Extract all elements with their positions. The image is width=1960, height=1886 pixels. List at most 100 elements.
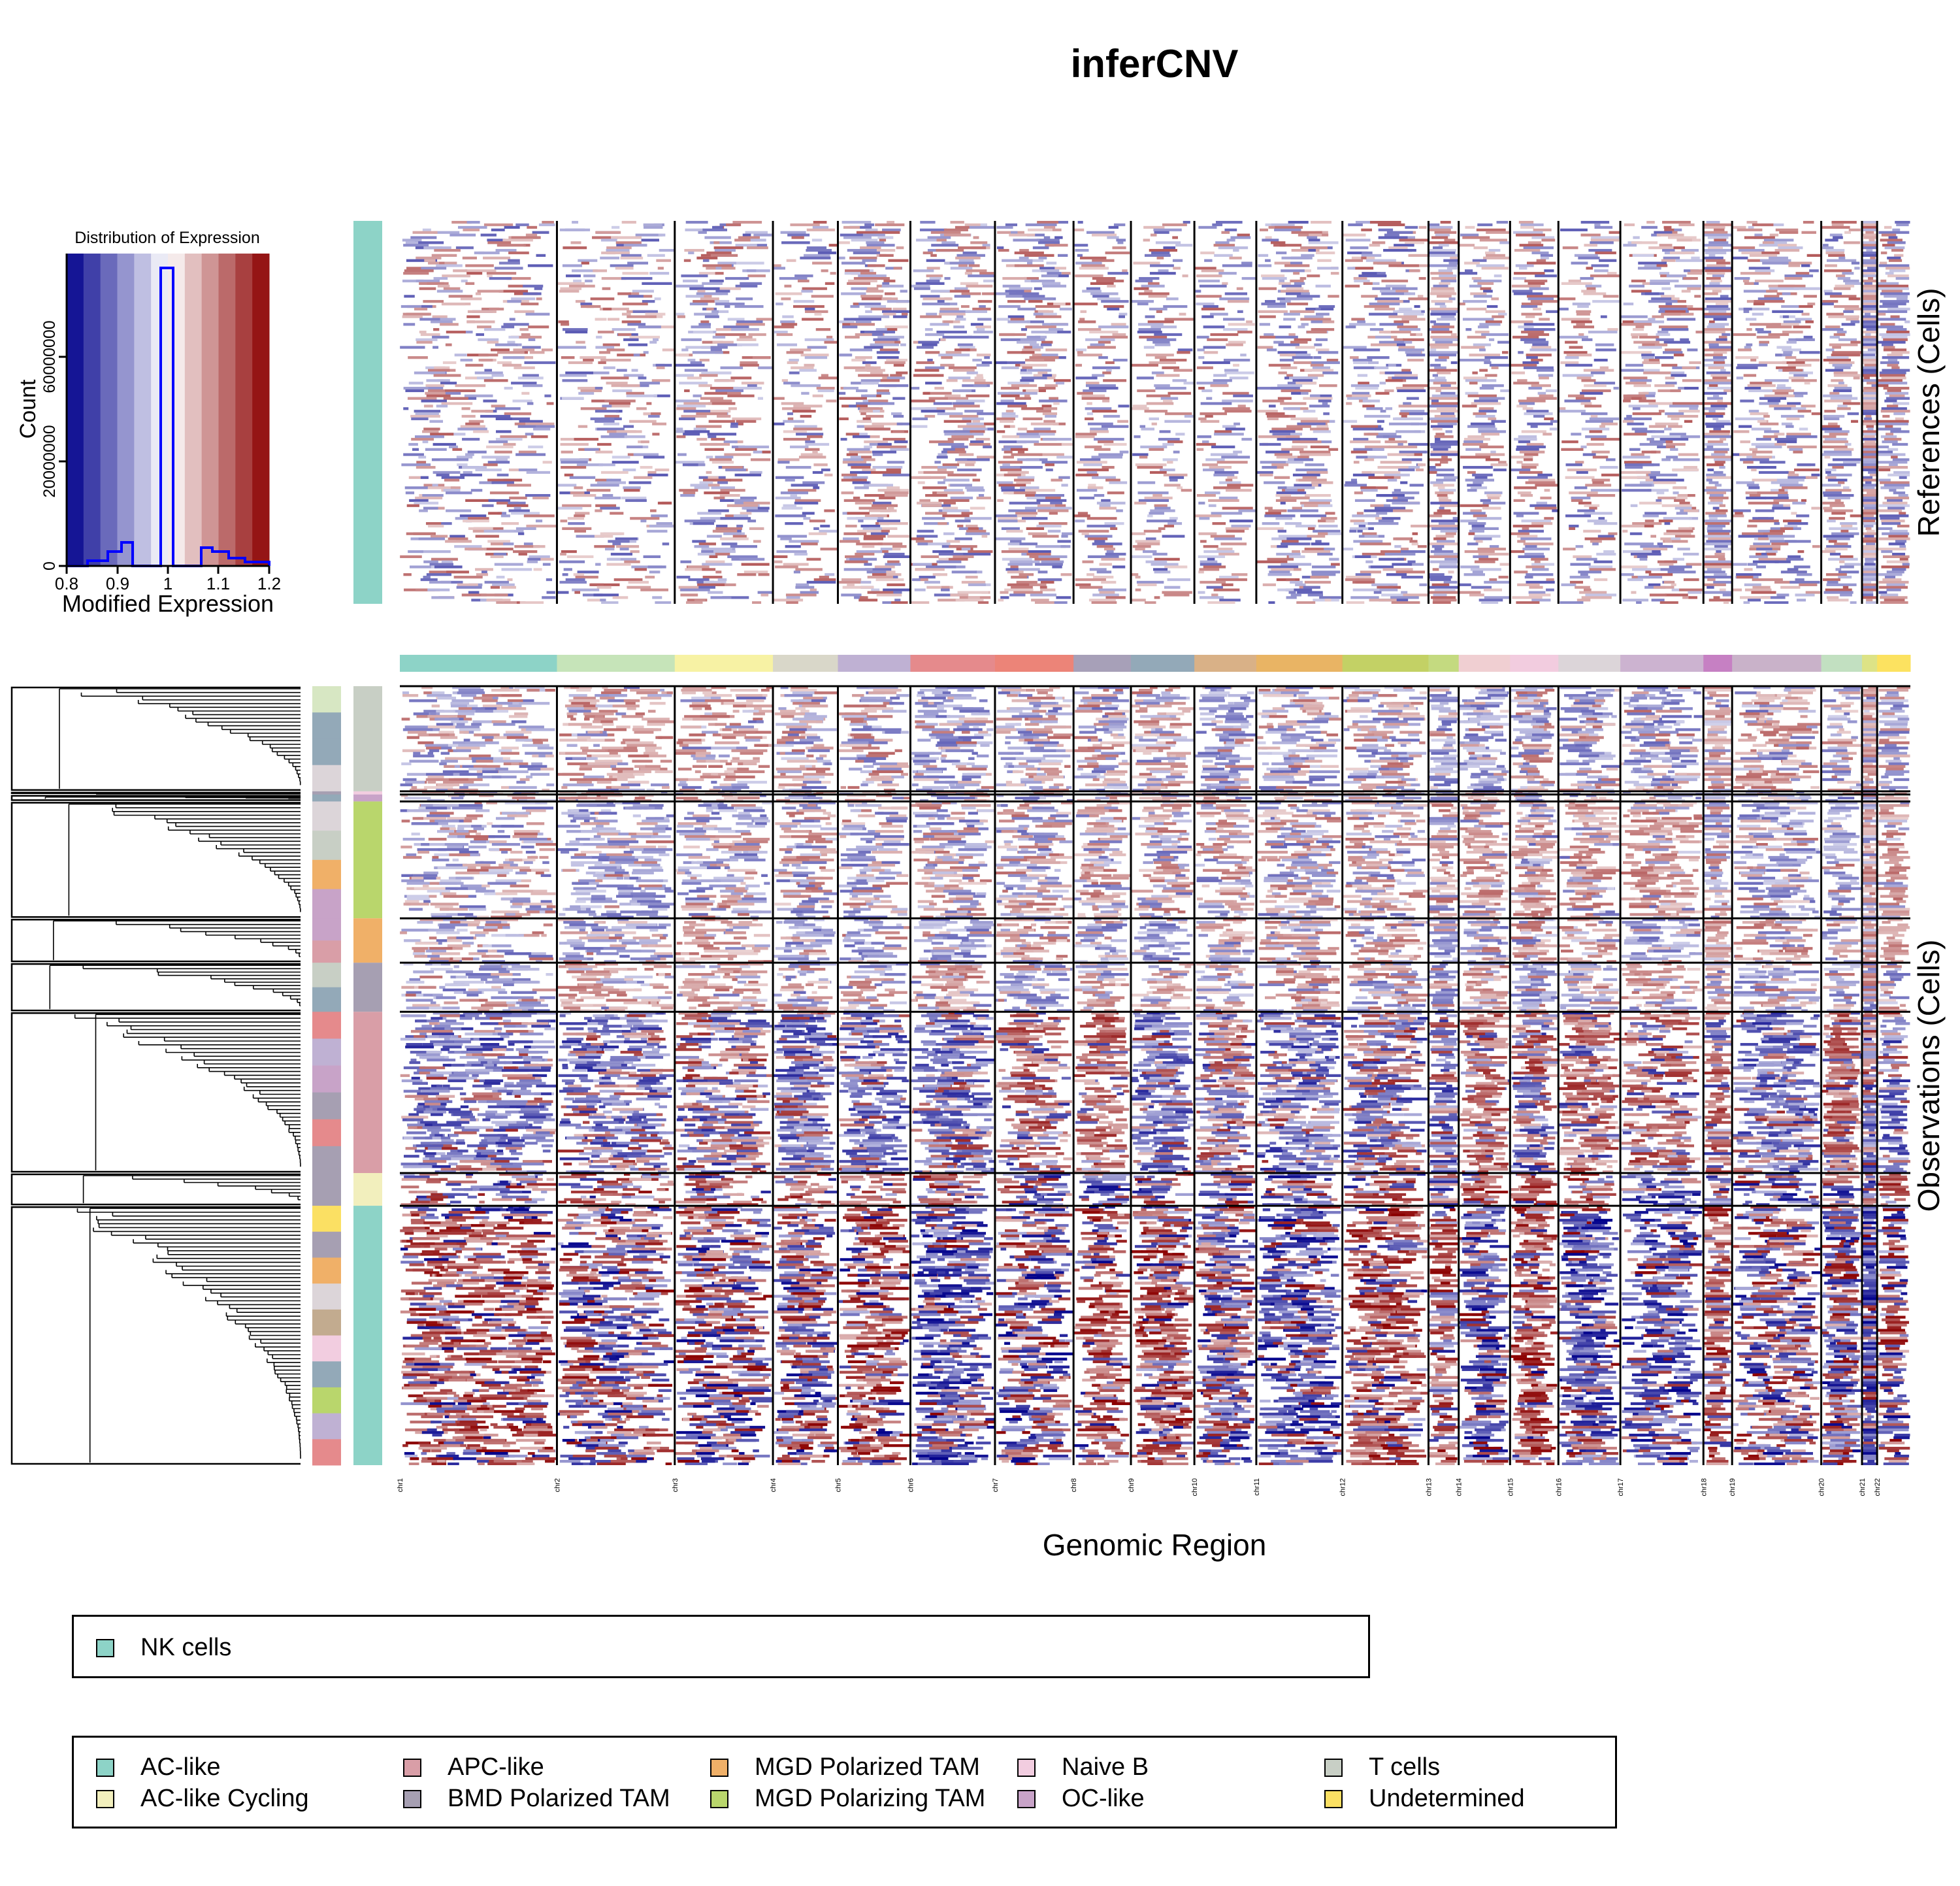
- heatmap-cell: [1353, 276, 1367, 280]
- heatmap-cell: [1705, 259, 1725, 262]
- heatmap-cell: [1092, 593, 1119, 597]
- heatmap-cell: [684, 520, 716, 523]
- heatmap-cell: [859, 596, 868, 599]
- heatmap-cell: [725, 514, 740, 518]
- heatmap-cell: [1275, 251, 1287, 255]
- heatmap-cell: [1060, 573, 1072, 576]
- heatmap-cell: [1862, 410, 1878, 413]
- heatmap-cell: [881, 284, 904, 288]
- heatmap-cell: [1279, 300, 1291, 303]
- heatmap-cell: [1745, 491, 1761, 495]
- heatmap-cell: [465, 453, 474, 456]
- heatmap-cell: [941, 586, 950, 589]
- heatmap-cell: [1429, 514, 1443, 518]
- heatmap-cell: [1323, 412, 1330, 416]
- heatmap-cell: [1303, 397, 1333, 400]
- heatmap-cell: [1208, 499, 1239, 503]
- heatmap-cell: [1088, 599, 1116, 602]
- heatmap-cell: [1561, 440, 1578, 444]
- heatmap-cell: [504, 412, 532, 416]
- heatmap-cell: [1317, 520, 1334, 523]
- heatmap-cell: [702, 478, 732, 482]
- heatmap-cell: [1519, 244, 1544, 247]
- heatmap-cell: [1169, 478, 1178, 482]
- heatmap-cell: [1438, 269, 1452, 273]
- heatmap-cell: [1381, 517, 1401, 520]
- heatmap-cell: [1477, 282, 1494, 285]
- heatmap-cell: [1662, 248, 1675, 252]
- heatmap-cell: [962, 417, 984, 421]
- heatmap-cell: [1473, 295, 1492, 298]
- heatmap-cell: [1281, 366, 1298, 369]
- heatmap-cell: [1888, 259, 1903, 262]
- heatmap-cell: [1540, 496, 1552, 500]
- heatmap-cell: [998, 599, 1004, 602]
- heatmap-cell: [1280, 496, 1310, 500]
- heatmap-cell: [1742, 279, 1750, 283]
- heatmap-cell: [1122, 269, 1128, 273]
- heatmap-cell: [470, 489, 483, 492]
- heatmap-cell: [1041, 269, 1060, 273]
- heatmap-cell: [1776, 346, 1792, 349]
- heatmap-cell: [860, 295, 880, 298]
- heatmap-cell: [656, 259, 672, 262]
- heatmap-cell: [749, 527, 764, 531]
- heatmap-cell: [608, 318, 620, 321]
- histogram-color-bands: [67, 254, 270, 566]
- heatmap-cell: [574, 512, 590, 515]
- heatmap-cell: [710, 596, 732, 599]
- heatmap-cell: [1595, 251, 1616, 255]
- heatmap-cell: [1498, 312, 1507, 316]
- heatmap-cell: [998, 305, 1021, 308]
- heatmap-cell: [1667, 571, 1696, 574]
- heatmap-cell: [1707, 386, 1732, 390]
- heatmap-cell: [860, 524, 881, 528]
- heatmap-cell: [1574, 254, 1598, 257]
- heatmap-cell: [642, 300, 655, 303]
- heatmap-cell: [942, 335, 973, 339]
- heatmap-cell: [693, 427, 707, 431]
- heatmap-cell: [1526, 356, 1538, 359]
- heatmap-cell: [1271, 223, 1295, 227]
- heatmap-cell: [1862, 297, 1878, 301]
- heatmap-cell: [1154, 504, 1168, 507]
- heatmap-cell: [1720, 369, 1726, 372]
- heatmap-cell: [870, 532, 889, 535]
- heatmap-cell: [1755, 509, 1774, 512]
- heatmap-cell: [1463, 300, 1487, 303]
- heatmap-cell: [1034, 557, 1060, 561]
- heatmap-cell: [681, 338, 702, 341]
- heatmap-cell: [1364, 433, 1379, 436]
- heatmap-cell: [1074, 244, 1088, 247]
- heatmap-cell: [430, 433, 454, 436]
- heatmap-cell: [1287, 303, 1309, 306]
- heatmap-cell: [720, 537, 749, 540]
- heatmap-cell: [1106, 369, 1112, 372]
- heatmap-cell: [1102, 466, 1115, 469]
- heatmap-cell: [1878, 504, 1910, 507]
- heatmap-cell: [1042, 323, 1069, 326]
- heatmap-cell: [1572, 303, 1591, 306]
- heatmap-cell: [1523, 542, 1554, 546]
- heatmap-cell: [612, 461, 639, 464]
- heatmap-cell: [1049, 512, 1058, 515]
- heatmap-cell: [725, 276, 747, 280]
- heatmap-cell: [1077, 489, 1098, 492]
- heatmap-cell: [436, 405, 448, 408]
- heatmap-cell: [1028, 532, 1047, 535]
- heatmap-cell: [572, 269, 598, 273]
- heatmap-cell: [1381, 593, 1407, 597]
- heatmap-cell: [936, 455, 948, 459]
- heatmap-cell: [982, 292, 995, 295]
- heatmap-cell: [1435, 233, 1450, 237]
- heatmap-cell: [1004, 445, 1023, 448]
- heatmap-cell: [1823, 358, 1851, 362]
- heatmap-cell: [1460, 520, 1478, 523]
- heatmap-cell: [476, 573, 489, 576]
- heatmap-cell: [825, 282, 835, 285]
- heatmap-cell: [1354, 521, 1376, 525]
- heatmap-cell: [1438, 244, 1449, 247]
- heatmap-cell: [521, 391, 530, 395]
- heatmap-cell: [1198, 532, 1217, 535]
- heatmap-cell: [441, 402, 473, 405]
